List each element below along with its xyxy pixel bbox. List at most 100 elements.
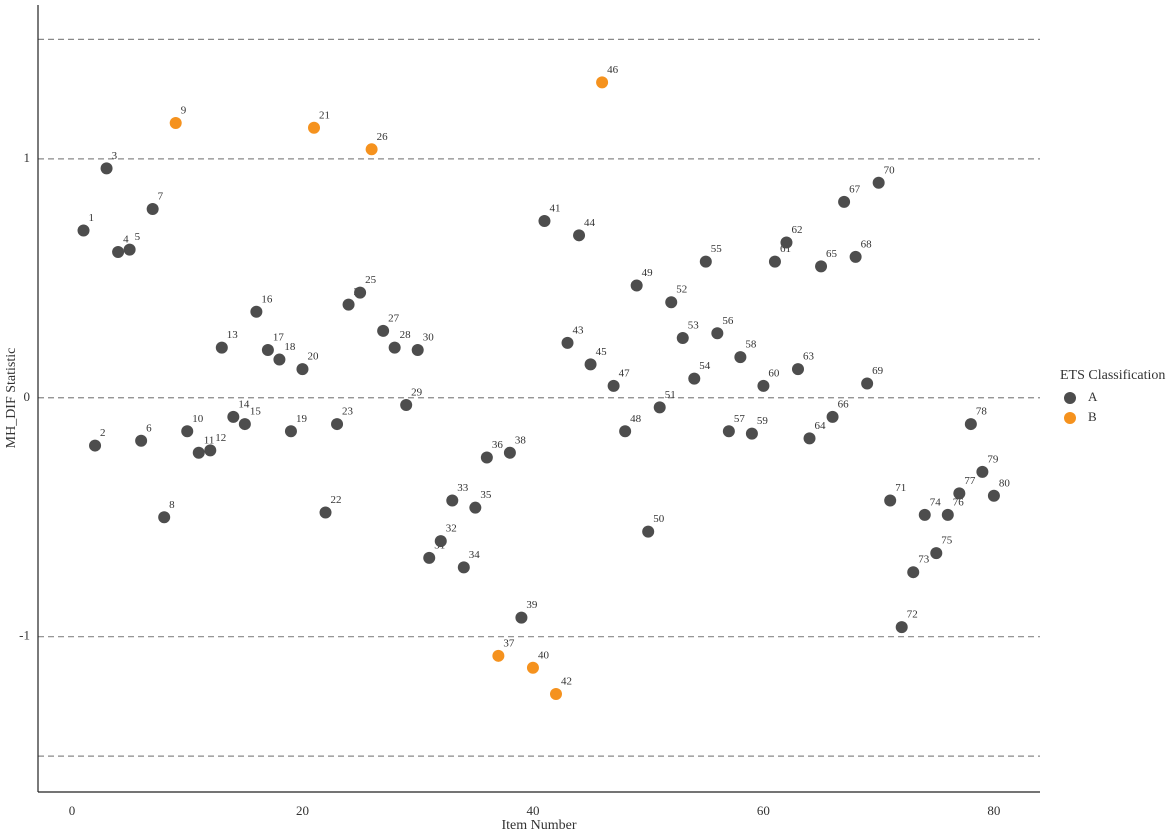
- point-label: 74: [930, 496, 942, 508]
- point-label: 78: [976, 406, 988, 418]
- point-label: 69: [872, 365, 884, 377]
- point-label: 21: [319, 109, 330, 121]
- point-label: 28: [400, 329, 412, 341]
- point: [135, 434, 148, 447]
- point: [388, 341, 401, 354]
- point-label: 48: [630, 413, 642, 425]
- point-label: 62: [791, 224, 802, 236]
- point: [526, 661, 539, 674]
- point: [549, 688, 562, 701]
- point-label: 52: [676, 284, 687, 296]
- point-label: 30: [423, 332, 435, 344]
- point: [734, 351, 747, 364]
- point: [930, 547, 943, 560]
- point-label: 45: [596, 346, 608, 358]
- point-label: 68: [861, 238, 873, 250]
- point-label: 56: [722, 315, 734, 327]
- point-label: 40: [538, 649, 550, 661]
- point: [158, 511, 171, 524]
- point: [457, 561, 470, 574]
- point-label: 11: [204, 434, 215, 446]
- point-label: 15: [250, 406, 262, 418]
- point-label: 67: [849, 183, 861, 195]
- point: [884, 494, 897, 507]
- point: [653, 401, 666, 414]
- point: [964, 418, 977, 431]
- point-label: 64: [815, 420, 827, 432]
- point-label: 8: [169, 499, 175, 511]
- x-tick-label: 0: [69, 803, 76, 818]
- point-label: 3: [112, 150, 118, 162]
- point: [227, 410, 240, 423]
- point: [976, 465, 989, 478]
- point-label: 71: [895, 482, 906, 494]
- legend-label: B: [1088, 409, 1097, 424]
- point: [181, 425, 194, 438]
- point-label: 80: [999, 477, 1011, 489]
- point: [284, 425, 297, 438]
- point-label: 29: [411, 386, 423, 398]
- point: [123, 243, 136, 256]
- point: [331, 418, 344, 431]
- point-label: 2: [100, 427, 106, 439]
- point: [446, 494, 459, 507]
- y-tick-label: 1: [24, 150, 31, 165]
- point-label: 9: [181, 105, 187, 117]
- point: [434, 535, 447, 548]
- point-label: 70: [884, 164, 896, 176]
- point-label: 36: [492, 439, 504, 451]
- point-label: 63: [803, 351, 815, 363]
- y-tick-label: 0: [24, 389, 31, 404]
- point-label: 14: [238, 398, 250, 410]
- point: [596, 76, 609, 89]
- point-label: 5: [135, 231, 141, 243]
- point-label: 6: [146, 422, 152, 434]
- point: [423, 551, 436, 564]
- point: [238, 418, 251, 431]
- point-label: 20: [307, 351, 319, 363]
- point: [261, 343, 274, 356]
- point: [803, 432, 816, 445]
- point: [204, 444, 217, 457]
- point: [77, 224, 90, 237]
- point-label: 75: [941, 535, 953, 547]
- legend-title: ETS Classification: [1060, 368, 1165, 383]
- point: [711, 327, 724, 340]
- point: [146, 203, 159, 216]
- point: [953, 487, 966, 500]
- point-label: 65: [826, 248, 838, 260]
- point: [100, 162, 113, 175]
- point: [895, 621, 908, 634]
- point: [768, 255, 781, 268]
- x-tick-label: 60: [757, 803, 770, 818]
- point-label: 55: [711, 243, 723, 255]
- point: [918, 508, 931, 521]
- point: [573, 229, 586, 242]
- point-label: 61: [780, 243, 791, 255]
- point-label: 54: [699, 360, 711, 372]
- point: [469, 501, 482, 514]
- x-tick-label: 40: [526, 803, 539, 818]
- x-tick-label: 80: [987, 803, 1000, 818]
- point-label: 37: [503, 637, 515, 649]
- legend-marker: [1064, 412, 1076, 424]
- point: [561, 336, 574, 349]
- point: [815, 260, 828, 273]
- point-label: 41: [549, 203, 560, 215]
- legend-marker: [1064, 392, 1076, 404]
- point-label: 12: [215, 432, 226, 444]
- point: [515, 611, 528, 624]
- y-axis-title: MH_DIF Statistic: [4, 348, 19, 449]
- y-tick-label: -1: [19, 628, 30, 643]
- point: [619, 425, 632, 438]
- point: [791, 363, 804, 376]
- point: [215, 341, 228, 354]
- point: [780, 236, 793, 249]
- point-label: 73: [918, 554, 930, 566]
- point-label: 51: [665, 389, 676, 401]
- point: [492, 649, 505, 662]
- x-tick-label: 20: [296, 803, 309, 818]
- point: [665, 296, 678, 309]
- point: [745, 427, 758, 440]
